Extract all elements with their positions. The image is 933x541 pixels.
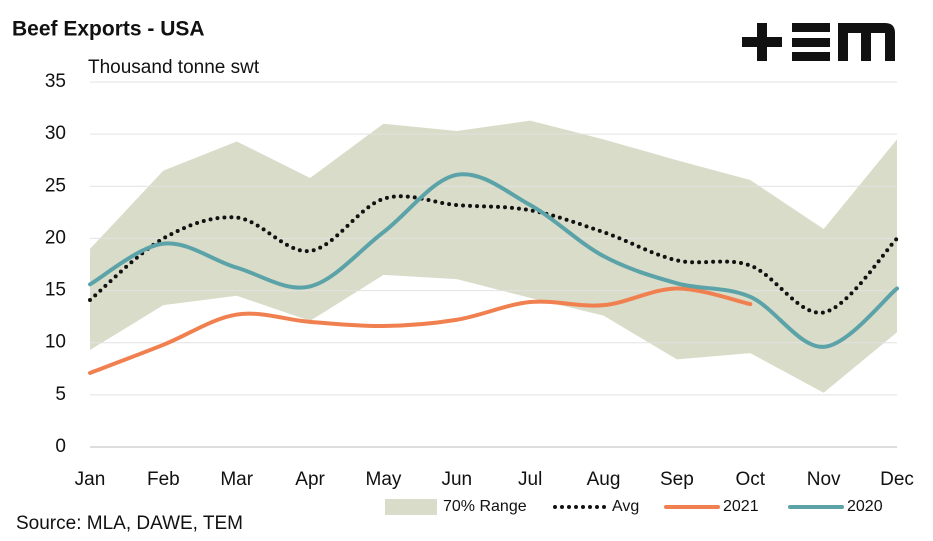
x-tick-label: Feb (147, 469, 180, 490)
y-tick-label: 15 (45, 280, 66, 301)
chart-title: Beef Exports - USA (12, 18, 205, 41)
series-line (88, 172, 899, 349)
legend-label: 70% Range (443, 498, 527, 515)
source: Source: MLA, DAWE, TEM (16, 513, 243, 534)
x-tick-label: Oct (735, 469, 765, 490)
series-line (88, 194, 899, 315)
x-tick-label: Sep (660, 469, 694, 490)
x-tick-label: Jul (518, 469, 542, 490)
y-tick-label: 35 (45, 71, 66, 92)
y-tick-label: 20 (45, 227, 66, 248)
legend-label: Avg (612, 498, 639, 515)
x-tick-label: Nov (807, 469, 841, 490)
legend-label: 2020 (847, 498, 883, 515)
legend-label: 2021 (723, 498, 759, 515)
range-band (90, 120, 897, 393)
chart-subtitle: Thousand tonne swt (88, 57, 260, 78)
y-tick-label: 10 (45, 332, 66, 353)
y-tick-label: 30 (45, 123, 66, 144)
x-tick-label: Dec (880, 469, 914, 490)
x-tick-label: Jun (441, 469, 472, 490)
y-tick-label: 25 (45, 175, 66, 196)
x-tick-label: Aug (587, 469, 621, 490)
x-tick-label: Jan (75, 469, 106, 490)
logo (742, 23, 895, 61)
x-tick-label: Mar (220, 469, 253, 490)
x-tick-label: May (366, 469, 402, 490)
y-tick-label: 0 (55, 436, 66, 457)
y-tick-label: 5 (55, 384, 66, 405)
legend-swatch (385, 499, 437, 515)
x-tick-label: Apr (295, 469, 325, 490)
series-line (88, 286, 753, 375)
